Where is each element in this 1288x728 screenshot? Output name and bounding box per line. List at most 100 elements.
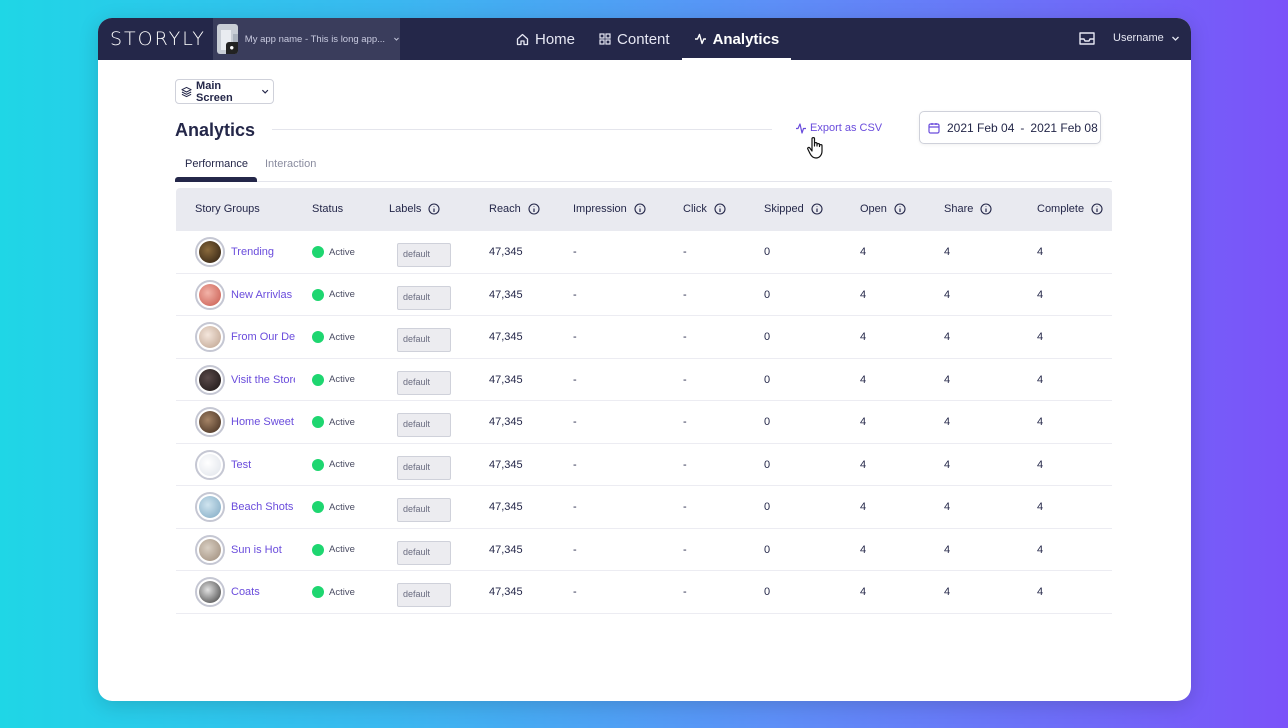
table-row[interactable]: Coats Active default 47,345 - - 0 4 4 4 <box>176 571 1112 614</box>
avatar[interactable] <box>195 407 225 438</box>
tab-interaction[interactable]: Interaction <box>265 158 317 170</box>
impression-cell: - <box>573 501 577 514</box>
avatar[interactable] <box>195 279 225 310</box>
share-cell: 4 <box>944 373 951 386</box>
reach-cell: 47,345 <box>489 373 523 386</box>
label-tag[interactable]: default <box>397 540 451 565</box>
page-title: Analytics <box>175 120 256 140</box>
label-tag[interactable]: default <box>397 498 451 522</box>
skipped-cell: 0 <box>764 288 771 301</box>
story-group-name[interactable]: Test <box>231 458 252 471</box>
status-cell: Active <box>312 444 355 487</box>
column-header-status: Status <box>312 203 344 215</box>
table-row[interactable]: New Arrivlas Active default 47,345 - - 0 4 4 4 <box>176 274 1112 317</box>
story-group-cell: New Arrivlas <box>195 274 295 317</box>
info-icon[interactable] <box>634 203 646 215</box>
skipped-cell: 0 <box>764 331 771 344</box>
story-group-name[interactable]: Beach Shots <box>231 501 294 514</box>
nav-item-content[interactable]: Content <box>587 18 682 60</box>
app-window: STORYLY ● My app name - This is long app… <box>98 18 1191 701</box>
label-tag[interactable]: default <box>397 243 451 267</box>
impression-cell: - <box>573 458 577 471</box>
reach-cell: 47,345 <box>489 586 523 599</box>
avatar[interactable] <box>195 237 225 268</box>
story-group-name[interactable]: New Arrivlas <box>231 288 293 301</box>
click-cell: - <box>683 543 687 556</box>
reach-cell: 47,345 <box>489 458 523 471</box>
story-group-name[interactable]: Home Sweet <box>231 416 294 429</box>
column-header-labels: Labels <box>389 203 440 215</box>
share-cell: 4 <box>944 416 951 429</box>
avatar[interactable] <box>195 492 225 523</box>
table-body: Trending Active default 47,345- -0 4 4 4 New Arr… <box>176 231 1112 614</box>
story-group-name[interactable]: Coats <box>231 586 260 599</box>
info-icon[interactable] <box>428 203 440 215</box>
table-row[interactable]: Home Sweet Active default 47,345 - - 0 4 4 4 <box>176 401 1112 444</box>
skipped-cell: 0 <box>764 416 771 429</box>
table-row[interactable]: Test Active default 47,345 - - 0 4 4 4 <box>176 444 1112 487</box>
table-row[interactable]: Sun is Hot Active default 47,345 - - 0 4 4 4 <box>176 529 1112 572</box>
click-cell: - <box>683 501 687 514</box>
story-group-name[interactable]: From Our Des <box>231 331 295 344</box>
table-header: Story Groups Status Labels Reach Impress… <box>176 188 1112 231</box>
tab-performance[interactable]: Performance <box>185 158 248 170</box>
table-row[interactable]: Visit the Store Active default 47,345 - - 0 4 4 4 <box>176 359 1112 402</box>
impression-cell: - <box>573 586 577 599</box>
avatar[interactable] <box>195 322 225 353</box>
nav-item-home-label: Home <box>535 30 576 48</box>
table-row[interactable]: Trending Active default 47,345 - - 0 4 4 4 <box>176 231 1112 274</box>
column-header-click: Click <box>683 203 726 215</box>
story-group-name[interactable]: Sun is Hot <box>231 543 282 556</box>
reach-cell: 47,345 <box>489 501 523 514</box>
storyly-logo[interactable]: STORYLY <box>110 28 206 50</box>
nav-item-analytics[interactable]: Analytics <box>681 18 792 60</box>
status-cell: Active <box>312 401 355 444</box>
labels-cell: default <box>397 529 451 572</box>
skipped-cell: 0 <box>764 586 771 599</box>
app-name-label: My app name - This is long app... <box>244 33 386 45</box>
date-start: 2021 Feb 04 <box>947 120 1015 135</box>
avatar[interactable] <box>195 449 225 480</box>
info-icon[interactable] <box>894 203 906 215</box>
skipped-cell: 0 <box>764 458 771 471</box>
info-icon[interactable] <box>528 203 540 215</box>
avatar[interactable] <box>195 534 225 565</box>
column-header-open: Open <box>860 203 906 215</box>
status-badge: Active <box>329 586 355 598</box>
info-icon[interactable] <box>980 203 992 215</box>
hand-pointer-icon <box>807 137 823 159</box>
reach-cell: 47,345 <box>489 331 523 344</box>
story-group-cell: Home Sweet <box>195 401 295 444</box>
label-tag[interactable]: default <box>397 413 451 437</box>
screen-select-dropdown[interactable]: Main Screen <box>175 79 274 104</box>
export-csv-link[interactable]: Export as CSV <box>795 122 882 134</box>
avatar[interactable] <box>195 577 225 608</box>
label-tag[interactable]: default <box>397 370 451 395</box>
label-tag[interactable]: default <box>397 455 451 480</box>
username-label: Username <box>1113 32 1164 44</box>
story-group-cell: Test <box>195 444 295 487</box>
info-icon[interactable] <box>1091 203 1103 215</box>
info-icon[interactable] <box>714 203 726 215</box>
date-range-picker[interactable]: 2021 Feb 04 - 2021 Feb 08 <box>919 111 1101 144</box>
info-icon[interactable] <box>811 203 823 215</box>
nav-item-home[interactable]: Home <box>504 18 587 60</box>
app-selector[interactable]: ● My app name - This is long app... <box>213 18 400 60</box>
share-cell: 4 <box>944 331 951 344</box>
user-menu[interactable]: Username <box>1113 32 1180 44</box>
avatar[interactable] <box>195 364 225 395</box>
story-group-name[interactable]: Trending <box>231 246 275 259</box>
label-tag[interactable]: default <box>397 328 451 352</box>
status-badge: Active <box>329 289 355 301</box>
column-header-reach: Reach <box>489 203 540 215</box>
label-tag[interactable]: default <box>397 583 451 607</box>
open-cell: 4 <box>860 586 867 599</box>
label-tag[interactable]: default <box>397 285 451 310</box>
story-group-name[interactable]: Visit the Store <box>231 373 295 386</box>
table-row[interactable]: From Our Des Active default 47,345 - - 0 4 4 4 <box>176 316 1112 359</box>
table-row[interactable]: Beach Shots Active default 47,345 - - 0 4 4 4 <box>176 486 1112 529</box>
reach-cell: 47,345 <box>489 543 523 556</box>
inbox-icon[interactable] <box>1078 31 1096 46</box>
open-cell: 4 <box>860 501 867 514</box>
status-dot-icon <box>312 501 324 514</box>
